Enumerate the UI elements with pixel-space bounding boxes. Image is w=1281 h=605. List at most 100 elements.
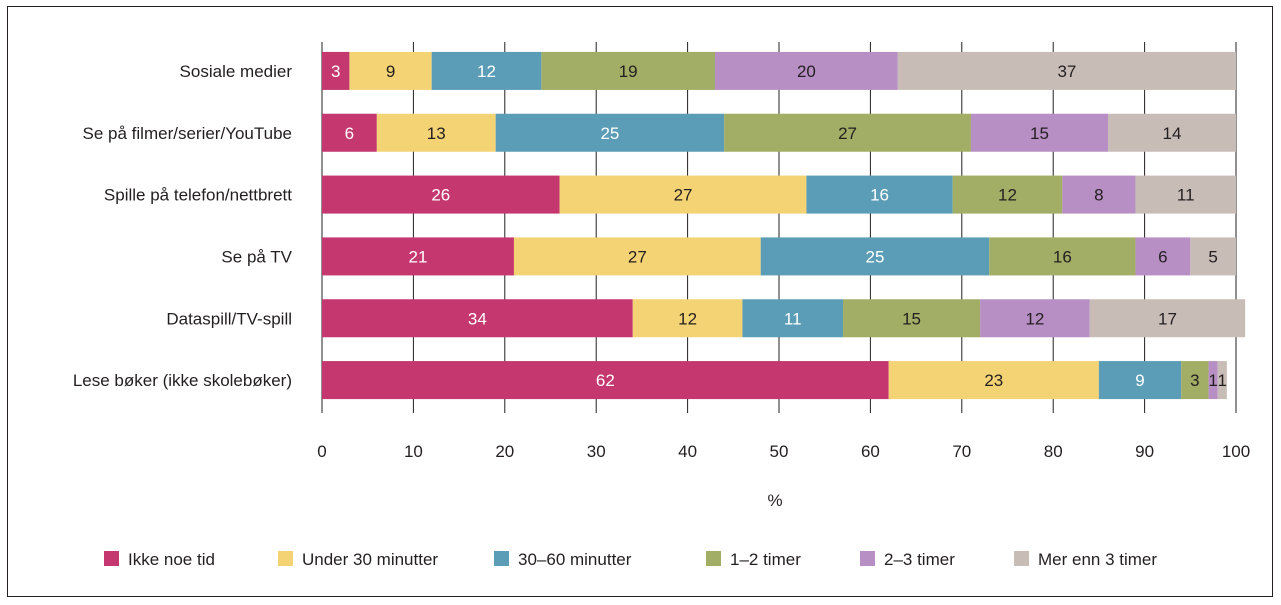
gridlines	[321, 42, 1237, 413]
bar-segment	[322, 237, 514, 276]
data-label: 11	[784, 309, 802, 328]
category-label: Dataspill/TV-spill	[166, 309, 292, 328]
data-label: 6	[1158, 247, 1167, 266]
data-label: 27	[674, 186, 693, 205]
category-label: Se på filmer/serier/YouTube	[83, 124, 292, 143]
data-label: 34	[468, 309, 487, 328]
legend-label: 1–2 timer	[730, 550, 801, 569]
data-label: 21	[409, 247, 428, 266]
bar-segment	[806, 175, 953, 214]
data-label: 12	[678, 309, 697, 328]
x-tick-label: 10	[404, 442, 423, 461]
bar-segment	[715, 51, 898, 90]
legend-label: Under 30 minutter	[302, 550, 438, 569]
bar-segment	[322, 299, 633, 338]
data-label: 16	[1053, 247, 1072, 266]
bar-segment	[559, 175, 807, 214]
data-label: 27	[838, 124, 857, 143]
x-tick-label: 30	[587, 442, 606, 461]
data-label: 13	[427, 124, 446, 143]
data-label: 19	[619, 62, 638, 81]
bar-segment	[760, 237, 990, 276]
legend-label: Mer enn 3 timer	[1038, 550, 1157, 569]
bar-segment	[897, 51, 1236, 90]
legend-label: Ikke noe tid	[128, 550, 215, 569]
x-tick-label: 20	[495, 442, 514, 461]
legend-swatch	[860, 551, 875, 566]
bar-segment	[1181, 361, 1209, 400]
x-tick-labels: 0 10 20 30 40 50 60 70 80 90 100	[317, 442, 1250, 461]
bar-segment	[724, 113, 971, 152]
data-label: 23	[984, 371, 1003, 390]
category-label: Se på TV	[221, 247, 292, 266]
legend-swatch	[706, 551, 721, 566]
x-tick-label: 70	[952, 442, 971, 461]
category-labels: Sosiale medier Se på filmer/serier/YouTub…	[73, 62, 293, 390]
data-label: 9	[1135, 371, 1144, 390]
data-label: 27	[628, 247, 647, 266]
bar-segment	[1108, 113, 1236, 152]
bar-segment	[431, 51, 542, 90]
bar-segment	[1208, 361, 1218, 400]
data-label: 15	[1030, 124, 1049, 143]
legend-swatch	[104, 551, 119, 566]
x-tick-label: 50	[770, 442, 789, 461]
data-label: 12	[998, 186, 1017, 205]
x-tick-label: 90	[1135, 442, 1154, 461]
bar-segment	[952, 175, 1063, 214]
x-tick-label: 0	[317, 442, 326, 461]
bar-segment	[842, 299, 981, 338]
category-label: Lese bøker (ikke skolebøker)	[73, 371, 292, 390]
data-label: 9	[386, 62, 395, 81]
bar-segment	[1089, 299, 1246, 338]
bar-segment	[989, 237, 1136, 276]
data-label: 62	[596, 371, 615, 390]
data-label: 1	[1208, 371, 1217, 390]
data-label: 14	[1163, 124, 1182, 143]
data-label: 5	[1208, 247, 1217, 266]
data-label: 3	[1190, 371, 1199, 390]
bar-segment	[888, 361, 1099, 400]
bar-segment	[742, 299, 843, 338]
x-tick-label: 60	[861, 442, 880, 461]
bar-segment	[541, 51, 716, 90]
data-label: 3	[331, 62, 340, 81]
data-label: 20	[797, 62, 816, 81]
legend-swatch	[278, 551, 293, 566]
bar-segment	[970, 113, 1109, 152]
bar-segment	[1098, 361, 1182, 400]
data-label: 25	[600, 124, 619, 143]
bar-segment	[1217, 361, 1227, 400]
data-label: 1	[1218, 371, 1227, 390]
data-label: 11	[1177, 186, 1195, 205]
bar-segment	[1135, 237, 1191, 276]
bar-segment	[376, 113, 496, 152]
x-axis-label: %	[767, 491, 782, 510]
data-label: 8	[1094, 186, 1103, 205]
bar-segment	[322, 51, 350, 90]
legend-label: 2–3 timer	[884, 550, 955, 569]
legend-label: 30–60 minutter	[518, 550, 632, 569]
bar-segment	[513, 237, 761, 276]
data-label: 12	[1025, 309, 1044, 328]
bar-segment	[1135, 175, 1236, 214]
x-tick-label: 80	[1044, 442, 1063, 461]
data-label: 17	[1158, 309, 1177, 328]
data-label: 37	[1057, 62, 1076, 81]
data-label: 26	[431, 186, 450, 205]
bar-segment	[495, 113, 725, 152]
bar-segment	[632, 299, 743, 338]
data-label: 6	[345, 124, 354, 143]
legend: Ikke noe tid Under 30 minutter 30–60 minut…	[104, 550, 1157, 569]
x-tick-label: 100	[1222, 442, 1250, 461]
bar-segment	[980, 299, 1090, 338]
x-tick-label: 40	[678, 442, 697, 461]
data-label: 12	[477, 62, 496, 81]
bar-segment	[322, 175, 560, 214]
bar-segment	[1190, 237, 1236, 276]
data-label: 16	[870, 186, 889, 205]
category-label: Sosiale medier	[180, 62, 293, 81]
bar-segment	[322, 113, 377, 152]
